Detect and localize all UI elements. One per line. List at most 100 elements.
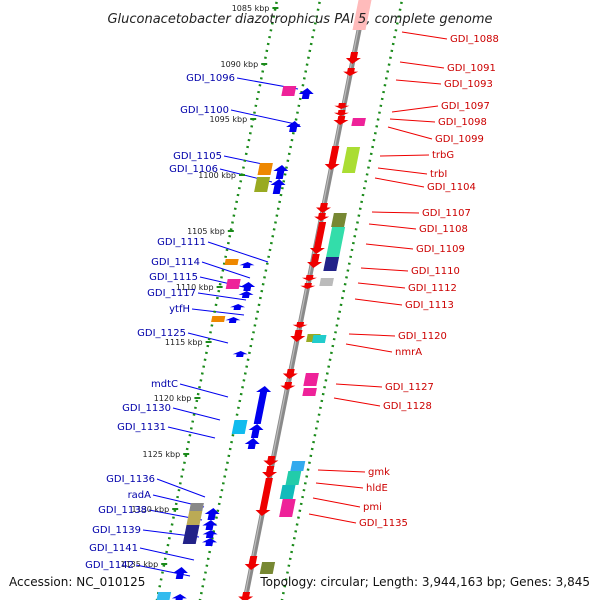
label-connector [377,167,428,175]
label-connector [197,292,247,301]
gene-label: trbI [430,169,447,180]
gene-box [257,163,273,175]
gene-box [279,485,296,499]
gene-arrow-reverse [239,262,255,268]
gene-box [351,118,366,126]
gene-box [225,279,241,289]
label-connector [317,469,366,473]
gene-arrow-reverse [270,179,286,194]
label-connector [179,383,229,398]
scale-label: 1095 kbp [209,115,247,124]
gene-label: GDI_1111 [157,237,206,248]
dotted-guide-3 [198,0,322,600]
gene-label: GDI_1130 [122,403,171,414]
label-connector [368,223,417,230]
gene-arrow-reverse [202,520,218,530]
gene-arrow-reverse [248,424,264,438]
gene-label: GDI_1100 [180,105,229,116]
label-connector [374,177,425,188]
gene-label: GDI_1114 [151,257,200,268]
gene-box [326,227,346,257]
gene-label: nmrA [395,347,422,358]
gene-arrow-forward [255,478,273,516]
scale-label: 1115 kbp [165,338,203,347]
label-connector [333,397,381,407]
gene-arrow-reverse [232,351,248,357]
gene-label: GDI_1106 [169,164,218,175]
label-connector [139,547,195,561]
gene-box [224,259,239,265]
gene-label: gmk [368,467,390,478]
gene-label: GDI_1142 [85,560,134,571]
scale-label: 1110 kbp [176,283,214,292]
gene-arrow-forward [292,322,308,328]
gene-features [156,0,372,600]
gene-arrow-forward [263,456,279,466]
scale-label: 1130 kbp [131,505,169,514]
gene-arrow-reverse [240,282,256,291]
gene-arrow-forward [309,222,327,254]
gene-arrow-forward [290,330,306,342]
gene-box [285,471,302,485]
scale-label: 1100 kbp [198,171,236,180]
gene-arrow-forward [307,254,323,268]
gene-arrow-reverse [202,538,218,546]
gene-arrow-forward [301,275,317,281]
gene-box [290,461,306,471]
gene-arrow-reverse [202,530,218,538]
gene-label: GDI_1104 [427,182,476,193]
gene-label: GDI_1117 [147,288,196,299]
label-connector [379,154,430,157]
gene-label: GDI_1141 [89,543,138,554]
gene-label: GDI_1125 [137,328,186,339]
gene-arrow-forward [345,52,361,64]
gene-box [303,373,319,386]
gene-label: GDI_1096 [186,73,235,84]
scale-label: 1105 kbp [187,227,225,236]
label-connector [201,261,251,279]
gene-label: pmi [363,502,382,513]
gene-box [311,335,327,343]
map-title: Gluconacetobacter diazotrophicus PAl 5, … [107,12,492,27]
gene-label: GDI_1112 [408,283,457,294]
gene-label: GDI_1120 [398,331,447,342]
gene-label: GDI_1093 [444,79,493,90]
label-connector [308,513,357,524]
label-connector [399,61,445,69]
gene-arrow-forward [333,116,349,125]
gene-label: GDI_1097 [441,101,490,112]
scale-label: 1085 kbp [232,4,270,13]
gene-label: GDI_1136 [106,474,155,485]
gene-label: GDI_1088 [450,34,499,45]
gene-label: GDI_1138 [98,505,147,516]
accession-text: Accession: NC_010125 [9,575,145,589]
label-connector [230,109,301,126]
label-connector [389,118,436,123]
gene-box [186,511,203,525]
gene-arrow-reverse [171,594,187,600]
gene-arrow-reverse [230,304,246,310]
label-connector [371,211,420,214]
gene-arrow-reverse [225,317,241,323]
label-connector [167,426,216,439]
scale-ticks [161,7,279,565]
dotted-guide-1 [155,0,279,600]
gene-label: hldE [366,483,388,494]
label-connector [365,243,414,250]
gene-arrow-reverse [238,291,254,298]
gene-label: GDI_1098 [438,117,487,128]
gene-label: ytfH [169,304,190,315]
gene-box [323,257,340,271]
gene-box [231,420,248,434]
dotted-guide-2 [280,0,404,600]
gene-arrow-forward [314,213,330,221]
gene-label: GDI_1115 [149,272,198,283]
gene-label: GDI_1113 [405,300,454,311]
gene-label: GDI_1108 [419,224,468,235]
dotted-guides [155,0,404,600]
gene-box [259,562,276,574]
label-connector [172,407,221,421]
label-connector [395,79,442,85]
topology-text: Topology: circular; Length: 3,944,163 bp… [259,575,590,589]
